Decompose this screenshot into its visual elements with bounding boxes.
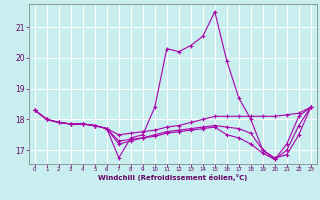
X-axis label: Windchill (Refroidissement éolien,°C): Windchill (Refroidissement éolien,°C)	[98, 174, 247, 181]
